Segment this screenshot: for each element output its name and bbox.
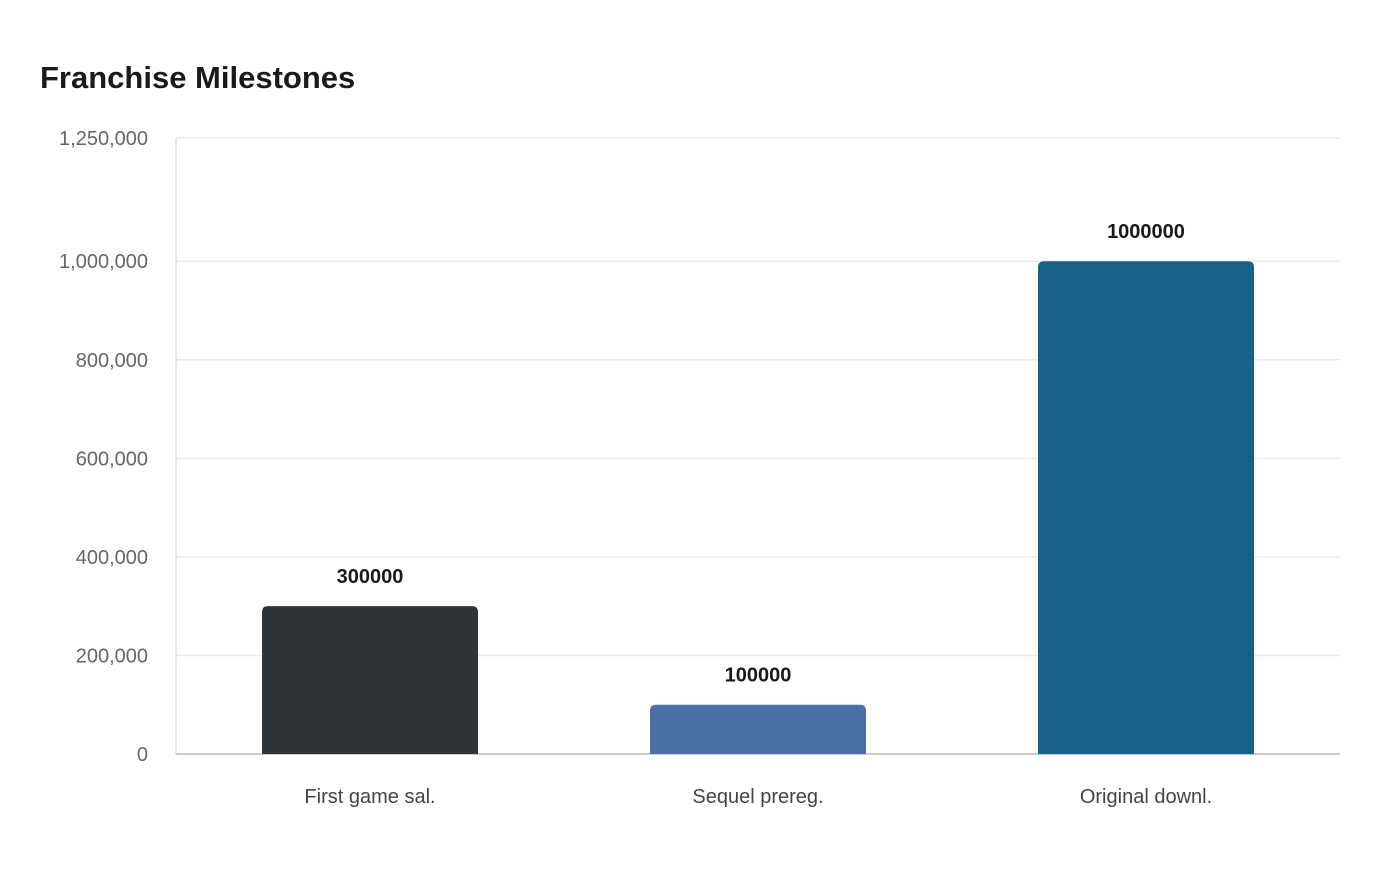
category-label: Sequel prereg.: [692, 786, 823, 808]
y-tick-labels: 0 200,000 400,000 600,000 800,000 1,000,000 1,…: [59, 128, 148, 766]
y-tick-label: 600,000: [76, 448, 148, 470]
y-tick-label: 0: [137, 744, 148, 766]
value-label: 1000000: [1107, 221, 1185, 243]
bar: [262, 606, 478, 754]
bar: [1038, 261, 1254, 754]
y-tick-label: 200,000: [76, 645, 148, 667]
value-label: 100000: [725, 665, 792, 687]
chart-title: Franchise Milestones: [40, 60, 356, 95]
category-labels: First game sal. Sequel prereg. Original do…: [304, 786, 1212, 808]
category-label: First game sal.: [304, 786, 435, 808]
value-labels: 300000 100000 1000000: [337, 221, 1185, 687]
value-label: 300000: [337, 566, 404, 588]
bar: [650, 704, 866, 754]
category-label: Original downl.: [1080, 786, 1212, 808]
y-tick-label: 800,000: [76, 350, 148, 372]
bars: [262, 261, 1254, 754]
y-tick-label: 400,000: [76, 547, 148, 569]
y-tick-label: 1,250,000: [59, 128, 148, 150]
y-tick-label: 1,000,000: [59, 251, 148, 273]
